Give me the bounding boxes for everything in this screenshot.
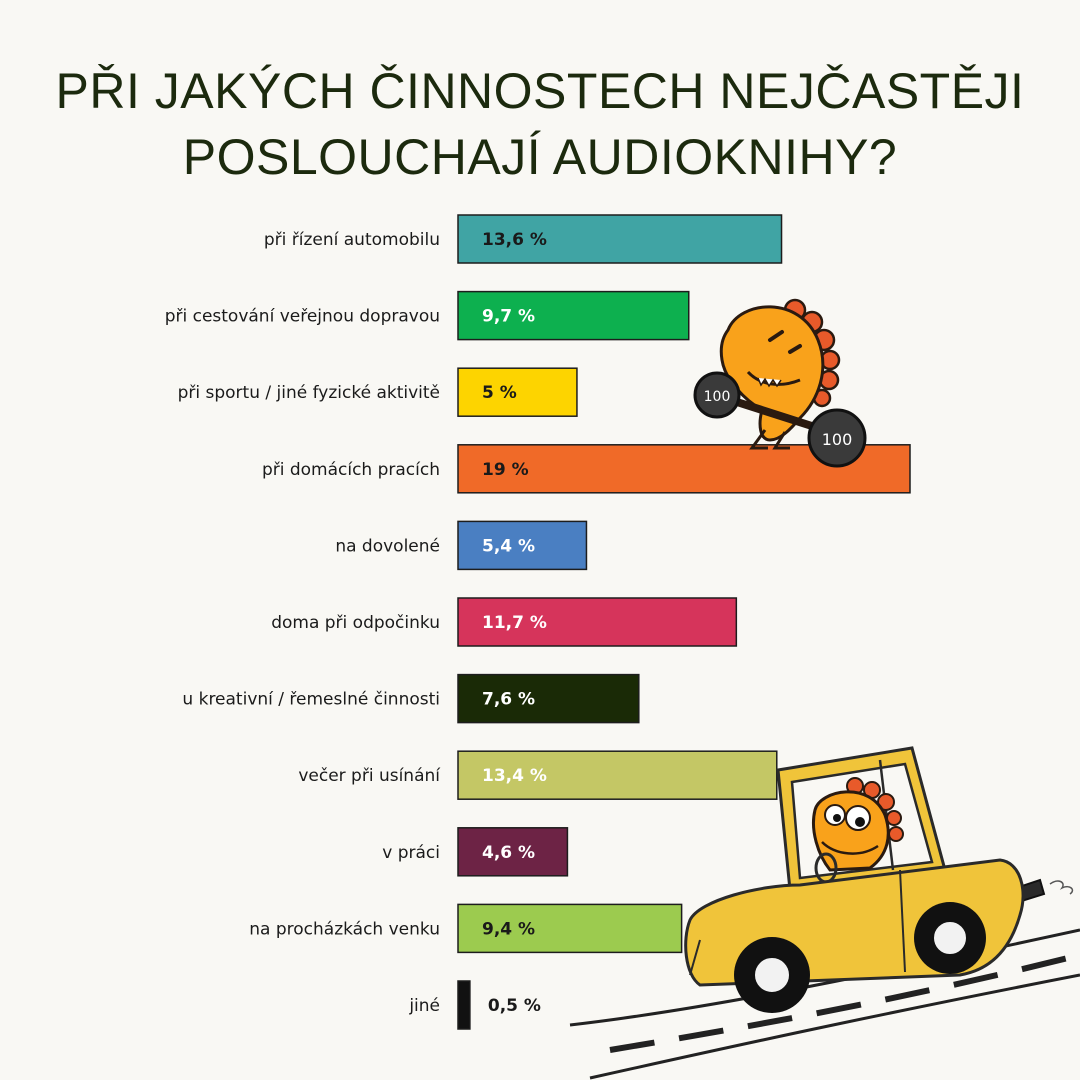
value-label: 0,5 % xyxy=(488,996,541,1016)
value-label: 19 % xyxy=(482,460,529,480)
category-label: večer při usínání xyxy=(298,766,441,786)
bar xyxy=(457,214,783,264)
category-label: na procházkách venku xyxy=(249,919,440,939)
value-label: 11,7 % xyxy=(482,613,547,633)
bar xyxy=(457,673,640,724)
category-label: na dovolené xyxy=(335,536,440,556)
value-label: 7,6 % xyxy=(482,690,535,710)
value-label: 13,4 % xyxy=(482,766,547,786)
bar xyxy=(457,290,690,341)
value-label: 4,6 % xyxy=(482,843,535,863)
value-label: 5,4 % xyxy=(482,536,535,556)
bar xyxy=(457,980,471,1030)
value-label: 9,7 % xyxy=(482,307,535,327)
title-line-2: POSLOUCHAJÍ AUDIOKNIHY? xyxy=(182,129,898,185)
bar xyxy=(457,520,588,571)
value-label: 5 % xyxy=(482,383,517,403)
value-label: 13,6 % xyxy=(482,230,547,250)
category-label: při domácích pracích xyxy=(262,460,440,480)
value-label: 9,4 % xyxy=(482,919,535,939)
category-label: při sportu / jiné fyzické aktivitě xyxy=(178,383,440,403)
bar xyxy=(457,827,569,877)
page-title: PŘI JAKÝCH ČINNOSTECH NEJČASTĚJI POSLOUC… xyxy=(0,58,1080,190)
bar xyxy=(457,597,738,647)
category-label: doma při odpočinku xyxy=(271,613,440,633)
category-label: při cestování veřejnou dopravou xyxy=(165,307,440,327)
bar xyxy=(457,367,578,417)
category-label: při řízení automobilu xyxy=(264,230,440,250)
category-label: v práci xyxy=(382,843,440,863)
bar xyxy=(457,750,778,800)
category-label: u kreativní / řemeslné činnosti xyxy=(182,690,440,710)
category-label: jiné xyxy=(408,996,440,1016)
title-line-1: PŘI JAKÝCH ČINNOSTECH NEJČASTĚJI xyxy=(55,63,1025,119)
